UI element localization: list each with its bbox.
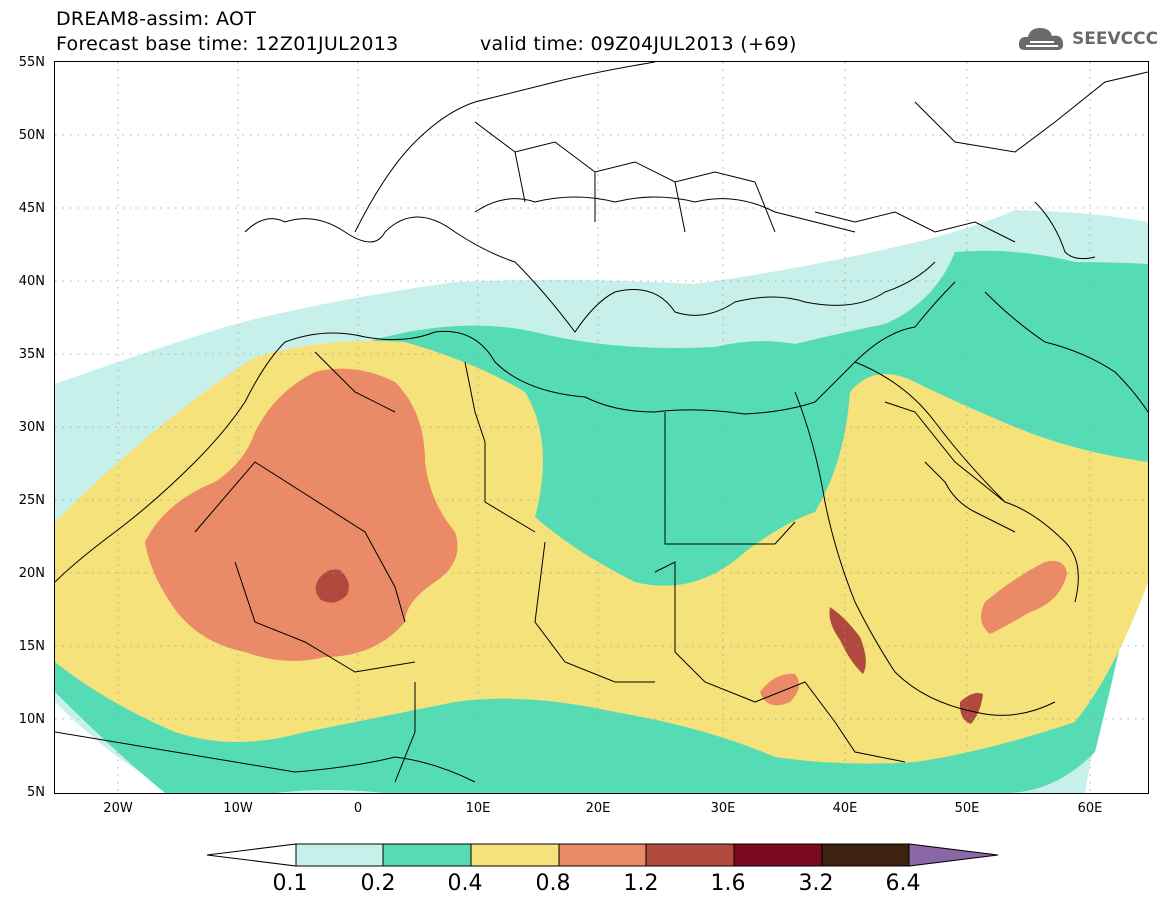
colorbar-segment bbox=[821, 843, 910, 867]
aot-map bbox=[54, 61, 1149, 794]
aot-level-1-2-redsea bbox=[829, 607, 866, 674]
map-canvas bbox=[55, 62, 1148, 793]
lat-label: 5N bbox=[27, 785, 45, 800]
aot-level-0-8-arabia bbox=[981, 560, 1067, 634]
colorbar-label: 1.6 bbox=[710, 871, 746, 896]
aot-level-1-2-west bbox=[315, 569, 349, 603]
lon-label: 20W bbox=[103, 801, 133, 816]
aot-contours bbox=[55, 210, 1148, 793]
forecast-base-time: Forecast base time: 12Z01JUL2013 bbox=[56, 33, 399, 55]
lon-label: 20E bbox=[585, 801, 611, 816]
lon-label: 40E bbox=[832, 801, 858, 816]
colorbar-under-arrow bbox=[206, 843, 297, 867]
colorbar bbox=[206, 843, 999, 867]
colorbar-segment bbox=[558, 843, 647, 867]
colorbar-label: 1.2 bbox=[623, 871, 659, 896]
colorbar-label: 6.4 bbox=[885, 871, 921, 896]
colorbar-label: 0.1 bbox=[272, 871, 308, 896]
colorbar-segment bbox=[733, 843, 823, 867]
lat-label: 10N bbox=[18, 712, 45, 727]
seevccc-logo: SEEVCCC bbox=[1017, 22, 1158, 56]
lat-label: 55N bbox=[18, 55, 45, 70]
lat-label: 15N bbox=[18, 639, 45, 654]
cloud-icon bbox=[1018, 28, 1064, 50]
lat-label: 25N bbox=[18, 493, 45, 508]
colorbar-label: 0.8 bbox=[535, 871, 571, 896]
lat-label: 50N bbox=[18, 128, 45, 143]
colorbar-label: 0.4 bbox=[447, 871, 483, 896]
colorbar-segment bbox=[295, 843, 384, 867]
lat-label: 35N bbox=[18, 347, 45, 362]
map-title: DREAM8-assim: AOT bbox=[56, 8, 257, 30]
aot-level-0-8-ethiopia bbox=[760, 673, 799, 706]
aot-level-0-8-west bbox=[145, 368, 458, 661]
lon-label: 30E bbox=[710, 801, 736, 816]
colorbar-label: 0.2 bbox=[360, 871, 396, 896]
colorbar-segment bbox=[382, 843, 472, 867]
colorbar-segment bbox=[470, 843, 560, 867]
colorbar-segment bbox=[645, 843, 735, 867]
lon-label: 10E bbox=[465, 801, 491, 816]
logo-text: SEEVCCC bbox=[1072, 29, 1159, 49]
valid-time: valid time: 09Z04JUL2013 (+69) bbox=[480, 33, 797, 55]
lon-label: 60E bbox=[1077, 801, 1103, 816]
lon-label: 0 bbox=[353, 801, 363, 816]
colorbar-over-arrow bbox=[908, 843, 999, 867]
colorbar-label: 3.2 bbox=[798, 871, 834, 896]
lon-label: 50E bbox=[954, 801, 980, 816]
lon-label: 10W bbox=[223, 801, 253, 816]
coastlines bbox=[55, 62, 1148, 783]
lat-label: 20N bbox=[18, 566, 45, 581]
lat-label: 30N bbox=[18, 420, 45, 435]
lat-label: 40N bbox=[18, 274, 45, 289]
aot-level-1-2-somalia bbox=[959, 693, 983, 724]
lat-label: 45N bbox=[18, 201, 45, 216]
